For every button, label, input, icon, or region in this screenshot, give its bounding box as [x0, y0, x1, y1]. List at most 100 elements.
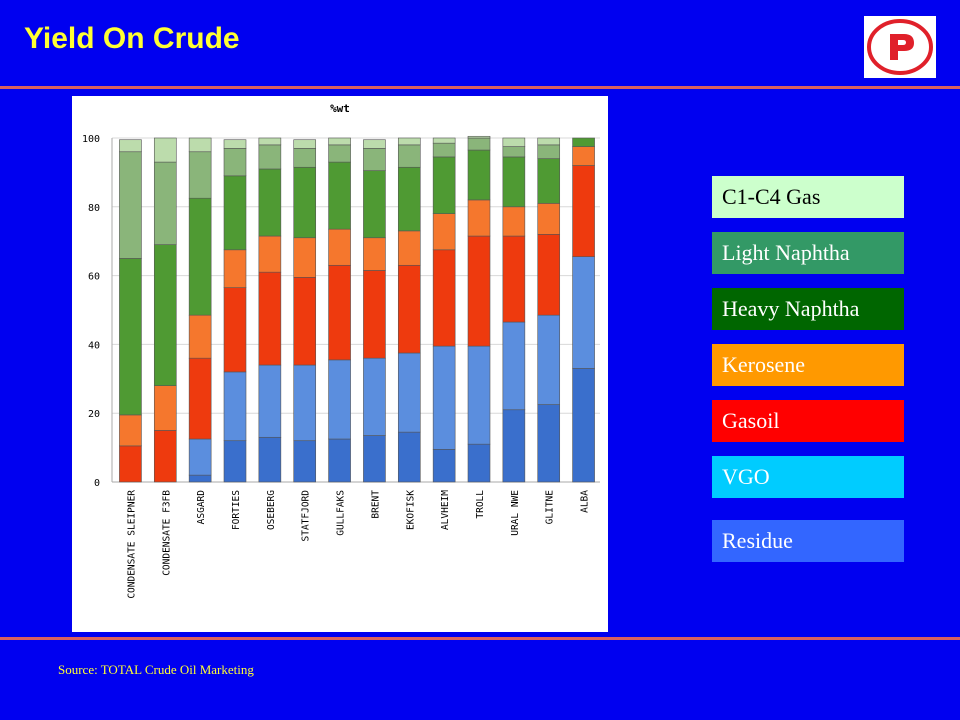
bar-segment	[467, 235, 491, 347]
bar-segment	[572, 256, 595, 369]
bar-segment	[223, 371, 247, 442]
x-tick-label: FORTIES	[231, 490, 242, 530]
bar-segment	[258, 168, 282, 237]
bar-segment	[572, 368, 595, 483]
legend-label: VGO	[722, 464, 770, 489]
bar-segment	[467, 149, 491, 201]
bar-segment	[328, 161, 351, 230]
x-tick-label: ALVHEIM	[440, 490, 451, 530]
bar-segment	[467, 137, 491, 151]
bar-segment	[258, 235, 282, 273]
bar-segment	[188, 197, 212, 316]
bar-segment	[397, 431, 421, 483]
bar-segment	[397, 352, 421, 433]
bar-segment	[363, 139, 386, 149]
stacked-bar-chart: 0 20 40 60 80 100 %wt CONDENSATE SLEIPNER CONDEN…	[82, 102, 600, 599]
bar-segment	[119, 151, 142, 259]
bar-segment	[502, 156, 526, 208]
x-tick-label: EKOFISK	[405, 490, 416, 530]
bar-segment	[502, 409, 526, 483]
bar-segment	[363, 237, 386, 271]
y-tick-label: 40	[88, 340, 100, 351]
bar-segment	[153, 161, 177, 245]
bar-segment	[432, 142, 456, 158]
bar-segment	[153, 244, 177, 386]
bar-segment	[258, 137, 282, 146]
bar-segment	[119, 414, 142, 447]
bar-segment	[432, 137, 456, 144]
bar-segment	[363, 170, 386, 239]
bar-segment	[502, 137, 526, 147]
x-tick-label: CONDENSATE SLEIPNER	[126, 490, 137, 599]
bar-segment	[397, 144, 421, 168]
bar-segment	[467, 345, 491, 445]
y-tick-label: 80	[88, 203, 100, 214]
bar-segment	[502, 321, 526, 411]
bar-segment	[537, 137, 561, 146]
bar-segment	[363, 357, 386, 436]
bar-segment	[258, 436, 282, 483]
legend-label: Heavy Naphtha	[722, 296, 860, 321]
bar-segment	[258, 364, 282, 438]
bar-segment	[328, 359, 351, 440]
slide-title: Yield On Crude	[24, 22, 240, 55]
bar-segment	[119, 139, 142, 153]
bar-segment	[537, 203, 561, 235]
top-divider	[0, 86, 960, 89]
bar-segment	[572, 146, 595, 166]
bar-segment	[119, 258, 142, 416]
legend-item: Gasoil	[712, 400, 904, 442]
bar-segment	[258, 271, 282, 366]
y-tick-label: 20	[88, 409, 100, 420]
bar-segment	[223, 148, 247, 177]
x-tick-label: OSEBERG	[266, 490, 277, 530]
company-logo	[864, 16, 936, 78]
bar-segment	[293, 277, 317, 366]
legend-item: Residue	[712, 520, 904, 562]
x-tick-label: URAL NWE	[510, 490, 521, 536]
bar-segment	[328, 438, 351, 483]
bar-segment	[467, 135, 491, 139]
bar-segment	[328, 264, 351, 361]
bar-segment	[328, 137, 351, 146]
bar-segment	[258, 144, 282, 170]
bar-segment	[572, 165, 595, 257]
bar-segment	[537, 158, 561, 204]
bar-segment	[363, 435, 386, 483]
bar-segment	[188, 137, 212, 153]
bar-segment	[293, 139, 317, 149]
bar-segment	[223, 139, 247, 149]
bar-segment	[397, 230, 421, 266]
bar-segment	[153, 137, 177, 163]
bar-segment	[572, 137, 595, 147]
y-tick-label: 100	[82, 134, 100, 145]
bar-segment	[537, 404, 561, 483]
bar-segment	[502, 146, 526, 158]
bar-segment	[397, 137, 421, 146]
x-tick-label: BRENT	[370, 490, 381, 519]
legend-item: Kerosene	[712, 344, 904, 386]
bar-segment	[293, 364, 317, 442]
bar-segment	[293, 440, 317, 483]
yield-chart: 0 20 40 60 80 100 %wt CONDENSATE SLEIPNER CONDEN…	[72, 96, 608, 632]
bar-segment	[432, 449, 456, 483]
x-tick-label: TROLL	[475, 490, 486, 519]
bar-segment	[363, 270, 386, 359]
x-tick-label: CONDENSATE F3FB	[161, 490, 172, 576]
legend-label: C1-C4 Gas	[722, 184, 821, 209]
legend-item: Light Naphtha	[712, 232, 904, 274]
legend-item: VGO	[712, 456, 904, 498]
x-tick-label: ASGARD	[196, 490, 207, 525]
bar-segment	[293, 237, 317, 278]
x-tick-label: GLITNE	[545, 490, 556, 525]
bar-segment	[432, 156, 456, 214]
p-logo-icon	[867, 19, 933, 75]
bar-segment	[432, 249, 456, 347]
bar-segment	[188, 151, 212, 199]
bar-segment	[432, 345, 456, 450]
bar-segment	[293, 148, 317, 168]
bar-segment	[188, 474, 212, 483]
bar-segment	[188, 438, 212, 476]
bar-segment	[223, 175, 247, 251]
bar-segment	[223, 287, 247, 373]
